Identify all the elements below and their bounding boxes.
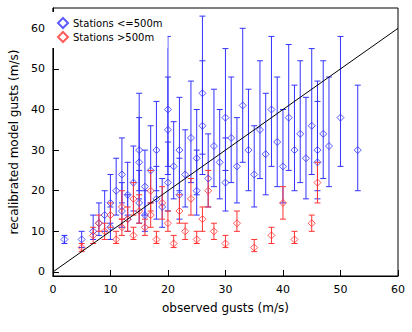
svg-text:0: 0 xyxy=(38,265,45,278)
svg-text:Stations >500m: Stations >500m xyxy=(73,32,154,43)
svg-text:50: 50 xyxy=(333,283,347,296)
svg-text:30: 30 xyxy=(218,283,232,296)
svg-text:10: 10 xyxy=(103,283,117,296)
svg-text:recalibrated model gusts (m/s): recalibrated model gusts (m/s) xyxy=(7,50,21,235)
svg-text:20: 20 xyxy=(161,283,175,296)
svg-text:60: 60 xyxy=(31,22,45,35)
svg-text:Stations <=500m: Stations <=500m xyxy=(73,18,163,29)
svg-text:0: 0 xyxy=(49,283,56,296)
svg-text:50: 50 xyxy=(31,62,45,75)
svg-text:10: 10 xyxy=(31,225,45,238)
svg-text:30: 30 xyxy=(31,144,45,157)
svg-text:40: 40 xyxy=(276,283,290,296)
svg-text:40: 40 xyxy=(31,103,45,116)
svg-text:20: 20 xyxy=(31,184,45,197)
svg-text:60: 60 xyxy=(391,283,405,296)
svg-text:observed gusts (m/s): observed gusts (m/s) xyxy=(162,301,289,315)
